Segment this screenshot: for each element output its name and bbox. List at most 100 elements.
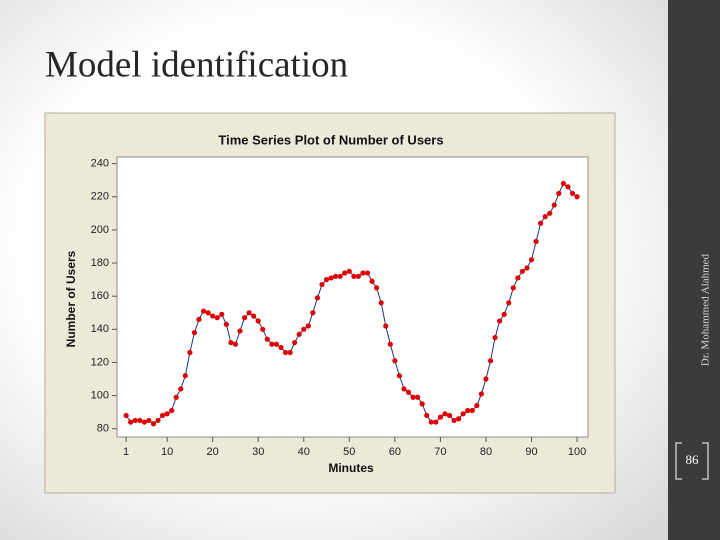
data-point bbox=[128, 419, 134, 425]
y-tick-label: 220 bbox=[91, 191, 109, 203]
x-tick-label: 10 bbox=[161, 446, 173, 458]
y-tick-label: 200 bbox=[91, 224, 109, 236]
data-point bbox=[574, 194, 580, 200]
data-point bbox=[506, 300, 512, 306]
data-point bbox=[214, 315, 220, 321]
data-point bbox=[310, 310, 316, 316]
data-point bbox=[187, 349, 193, 356]
data-point bbox=[524, 265, 530, 271]
data-point bbox=[401, 386, 407, 392]
x-tick-label: 70 bbox=[434, 446, 446, 458]
slide-title: Model identification bbox=[45, 44, 348, 85]
data-point bbox=[405, 389, 412, 395]
data-point bbox=[319, 281, 325, 288]
chart-title: Time Series Plot of Number of Users bbox=[218, 132, 443, 147]
data-point bbox=[551, 202, 557, 208]
x-tick-label: 50 bbox=[343, 446, 355, 458]
y-tick-label: 180 bbox=[91, 257, 109, 269]
y-tick-label: 120 bbox=[91, 356, 109, 368]
data-point bbox=[474, 402, 480, 409]
data-point bbox=[178, 386, 184, 392]
data-point bbox=[437, 414, 444, 420]
data-point bbox=[487, 358, 494, 364]
y-tick-label: 160 bbox=[91, 290, 109, 302]
x-axis-label: Minutes bbox=[328, 461, 374, 475]
data-point bbox=[155, 417, 161, 424]
data-point bbox=[337, 273, 343, 279]
data-point bbox=[383, 323, 389, 329]
x-tick-label: 30 bbox=[252, 446, 264, 458]
data-point bbox=[305, 323, 311, 329]
y-tick-label: 80 bbox=[97, 423, 109, 435]
data-point bbox=[173, 394, 179, 400]
y-tick-label: 140 bbox=[91, 323, 109, 335]
data-point bbox=[219, 311, 225, 317]
y-tick-label: 100 bbox=[91, 389, 109, 401]
data-point bbox=[478, 391, 485, 397]
data-point bbox=[255, 318, 261, 324]
x-tick-label: 90 bbox=[525, 446, 537, 458]
data-point bbox=[205, 310, 211, 316]
data-point bbox=[264, 336, 270, 342]
data-point bbox=[515, 275, 521, 281]
author: Dr. Mohammed Alahmed bbox=[700, 253, 712, 366]
data-point bbox=[492, 334, 498, 341]
data-point bbox=[328, 275, 334, 281]
data-point bbox=[182, 373, 188, 379]
data-point bbox=[210, 313, 216, 319]
data-point bbox=[369, 278, 375, 284]
data-point bbox=[146, 417, 152, 424]
data-point bbox=[269, 341, 275, 347]
data-point bbox=[342, 270, 348, 276]
data-point bbox=[510, 285, 516, 291]
data-point bbox=[456, 416, 462, 422]
data-point bbox=[387, 341, 393, 347]
data-point bbox=[428, 419, 434, 425]
data-point bbox=[296, 331, 302, 337]
x-tick-label: 80 bbox=[480, 446, 492, 458]
data-point bbox=[200, 308, 207, 314]
y-axis-label: Number of Users bbox=[64, 250, 78, 347]
data-point bbox=[465, 407, 471, 414]
data-point bbox=[569, 190, 576, 197]
page-number: 86 bbox=[686, 452, 700, 467]
x-tick-label: 40 bbox=[298, 446, 310, 458]
data-point bbox=[410, 394, 416, 400]
data-point bbox=[282, 349, 289, 356]
data-point bbox=[419, 401, 425, 407]
data-point bbox=[483, 376, 489, 382]
data-point bbox=[565, 184, 571, 190]
page-number-bracket bbox=[675, 442, 709, 480]
data-point bbox=[433, 419, 439, 425]
series-line bbox=[125, 182, 578, 425]
data-point bbox=[364, 270, 371, 276]
data-point bbox=[538, 220, 544, 226]
data-point bbox=[223, 321, 229, 327]
data-point bbox=[346, 268, 352, 274]
data-point bbox=[159, 412, 166, 419]
data-point bbox=[528, 257, 535, 263]
x-tick-label: 20 bbox=[207, 446, 219, 458]
data-point bbox=[442, 411, 448, 417]
data-point bbox=[323, 277, 330, 283]
x-tick-label: 100 bbox=[568, 446, 586, 458]
data-point bbox=[123, 412, 129, 419]
data-point bbox=[556, 190, 562, 197]
data-point bbox=[314, 295, 321, 301]
y-tick-label: 240 bbox=[91, 158, 109, 170]
data-point bbox=[292, 339, 298, 346]
data-point bbox=[355, 273, 362, 279]
data-point bbox=[150, 421, 157, 427]
plot-area bbox=[116, 156, 589, 438]
data-point bbox=[446, 412, 453, 419]
data-point bbox=[451, 417, 457, 424]
data-point bbox=[378, 300, 384, 306]
data-point bbox=[460, 411, 466, 417]
data-point bbox=[469, 407, 475, 414]
data-point bbox=[169, 407, 175, 414]
data-point bbox=[415, 394, 421, 400]
data-point bbox=[164, 411, 170, 417]
data-point bbox=[396, 373, 403, 379]
data-point bbox=[560, 180, 567, 187]
